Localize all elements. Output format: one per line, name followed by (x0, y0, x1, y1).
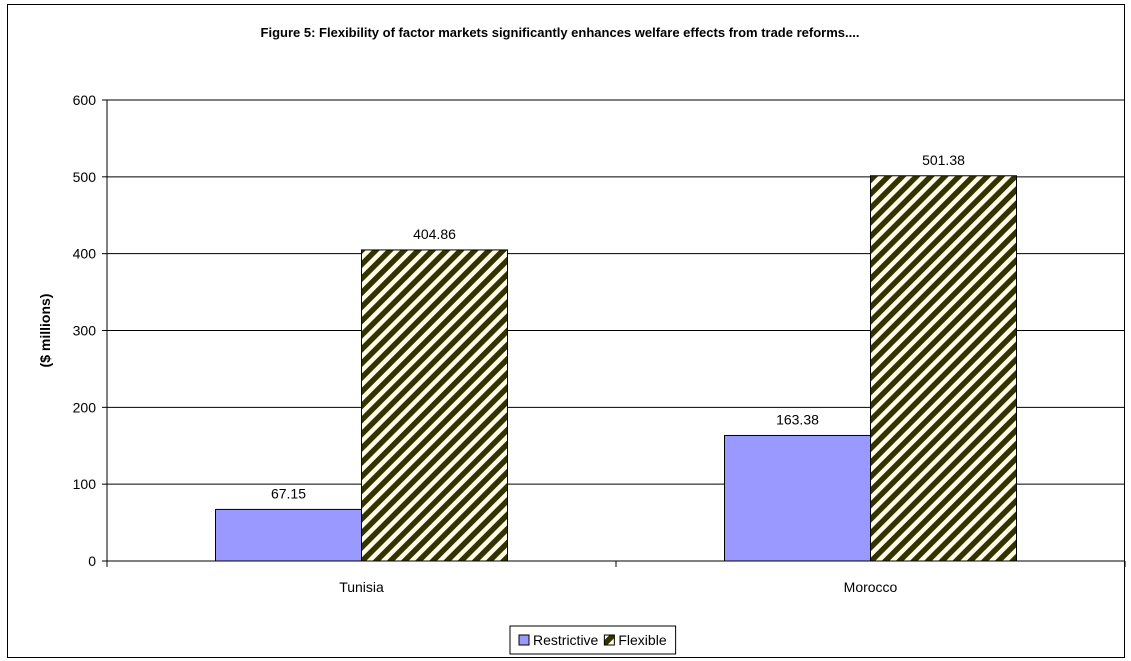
axes: 0 100 200 300 400 500 600 Tunisia Morocco (73, 92, 1126, 595)
y-tick-label: 0 (88, 553, 96, 569)
data-label: 501.38 (922, 152, 965, 168)
data-label: 163.38 (776, 411, 819, 427)
legend-box (509, 625, 677, 655)
legend-swatch-flexible (603, 634, 615, 646)
bars (215, 175, 1017, 562)
chart-title: Figure 5: Flexibility of factor markets … (261, 25, 860, 40)
bar-flexible-morocco (870, 175, 1017, 562)
data-label: 67.15 (271, 485, 306, 501)
bar-flexible-tunisia (361, 249, 508, 562)
data-labels: 67.15 404.86 163.38 501.38 (271, 152, 965, 502)
y-tick-label: 200 (73, 399, 97, 415)
bar-restrictive-morocco (724, 434, 871, 562)
x-tick-label: Morocco (844, 579, 898, 595)
y-tick-label: 600 (73, 92, 97, 108)
legend-swatch-restrictive (518, 634, 530, 646)
legend: Restrictive Flexible (509, 625, 677, 655)
legend-label-flexible: Flexible (618, 632, 666, 648)
bar-restrictive-tunisia (215, 508, 362, 562)
y-tick-label: 100 (73, 476, 97, 492)
y-tick-label: 400 (73, 246, 97, 262)
data-label: 404.86 (413, 226, 456, 242)
x-tick-label: Tunisia (339, 579, 384, 595)
legend-label-restrictive: Restrictive (533, 632, 599, 648)
y-axis-label: ($ millions) (37, 294, 53, 368)
y-tick-label: 500 (73, 169, 97, 185)
y-tick-label: 300 (73, 323, 97, 339)
